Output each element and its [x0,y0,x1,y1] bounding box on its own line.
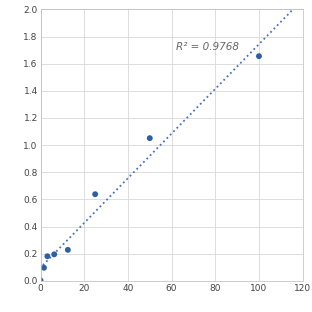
Point [41,265,46,270]
Point [93,192,98,197]
Point [66,247,71,252]
Text: R² = 0.9768: R² = 0.9768 [176,42,239,52]
Point [52,252,57,257]
Point [147,136,152,141]
Point [45,254,50,259]
Point [256,54,261,59]
Point [38,278,43,283]
